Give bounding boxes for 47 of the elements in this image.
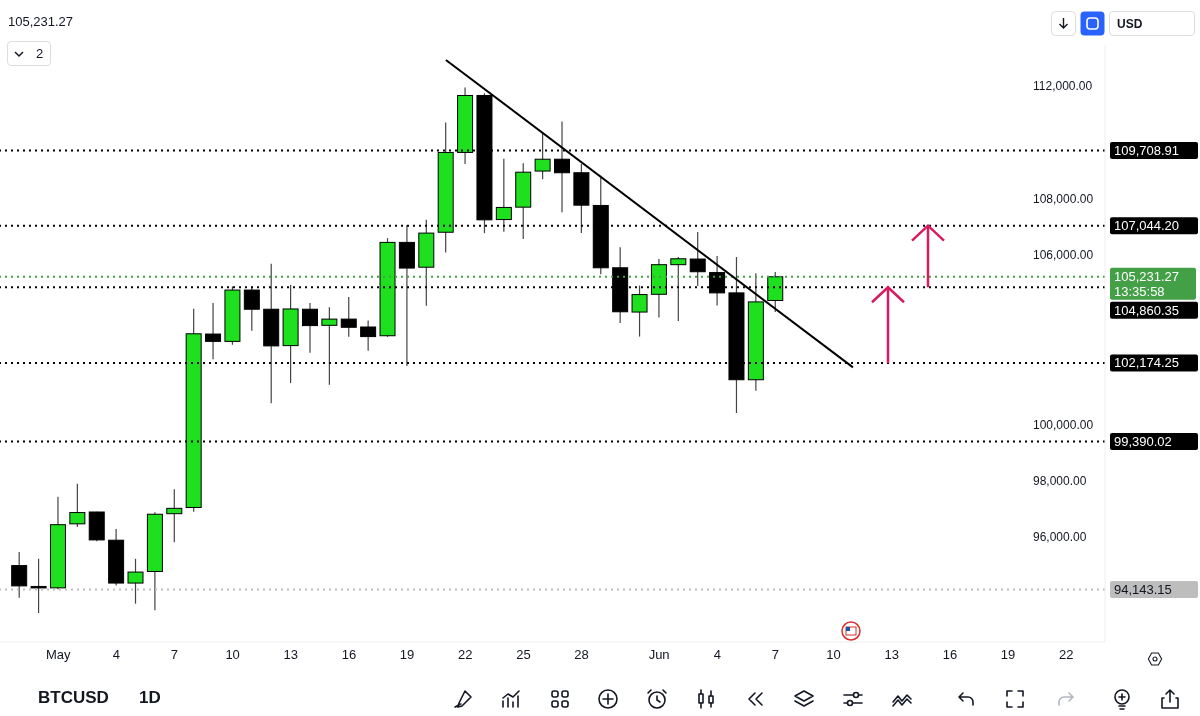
y-tick-label: 108,000.00 bbox=[1033, 191, 1094, 206]
candlestick bbox=[689, 231, 706, 287]
candlestick bbox=[205, 302, 222, 360]
annotation: 2 bbox=[36, 46, 44, 61]
ref-line-label: 104,860.35 bbox=[1114, 302, 1180, 318]
ref-line-label: 99,390.02 bbox=[1114, 434, 1172, 449]
chart-title: 105,231.27 bbox=[8, 14, 74, 29]
x-tick-label: 7 bbox=[771, 647, 780, 663]
ref-line-label: 94,143.15 bbox=[1114, 581, 1172, 597]
x-tick-label: 22 bbox=[1058, 647, 1074, 663]
x-tick-label: 28 bbox=[574, 647, 589, 663]
text: USD bbox=[1109, 11, 1195, 36]
text: BTCUSD bbox=[38, 688, 109, 708]
x-tick-label: 22 bbox=[458, 647, 473, 663]
x-tick-label: 19 bbox=[1000, 647, 1016, 663]
candlestick bbox=[166, 488, 183, 543]
text: 13:35:58 bbox=[1114, 283, 1165, 299]
ref-line-label: 105,231.27 bbox=[1114, 268, 1180, 284]
x-tick-label: 19 bbox=[399, 647, 415, 663]
candlestick bbox=[301, 302, 318, 354]
ref-line-label: 107,044.20 bbox=[1114, 218, 1180, 234]
candlestick bbox=[69, 483, 86, 528]
candlestick bbox=[360, 319, 377, 352]
x-tick-label: 25 bbox=[516, 647, 531, 663]
y-tick-label: 100,000.00 bbox=[1033, 417, 1094, 432]
y-tick-label: 112,000.00 bbox=[1033, 79, 1093, 94]
x-tick-label: 13 bbox=[884, 647, 899, 663]
x-tick-label: Jun bbox=[648, 647, 670, 663]
x-tick-label: 13 bbox=[283, 647, 299, 663]
candlestick bbox=[30, 558, 47, 614]
y-tick-label: 106,000.00 bbox=[1033, 248, 1094, 263]
x-tick-label: 16 bbox=[341, 647, 357, 663]
x-tick-label: 16 bbox=[942, 647, 958, 663]
ref-line-label: 109,708.91 bbox=[1114, 143, 1180, 158]
y-tick-label: 96,000.00 bbox=[1033, 530, 1087, 545]
x-tick-label: 10 bbox=[826, 647, 841, 663]
x-tick-label: May bbox=[45, 647, 71, 663]
ref-line-label: 102,174.25 bbox=[1114, 355, 1180, 371]
x-tick-label: 4 bbox=[112, 647, 120, 663]
x-tick-label: 10 bbox=[225, 647, 240, 663]
candlestick bbox=[127, 558, 144, 605]
candlestick bbox=[11, 551, 28, 599]
text: 1D bbox=[139, 688, 161, 708]
x-tick-label: 4 bbox=[713, 647, 721, 663]
y-tick-label: 98,000.00 bbox=[1033, 473, 1087, 488]
candlestick bbox=[340, 296, 357, 338]
x-tick-label: 7 bbox=[170, 647, 179, 663]
